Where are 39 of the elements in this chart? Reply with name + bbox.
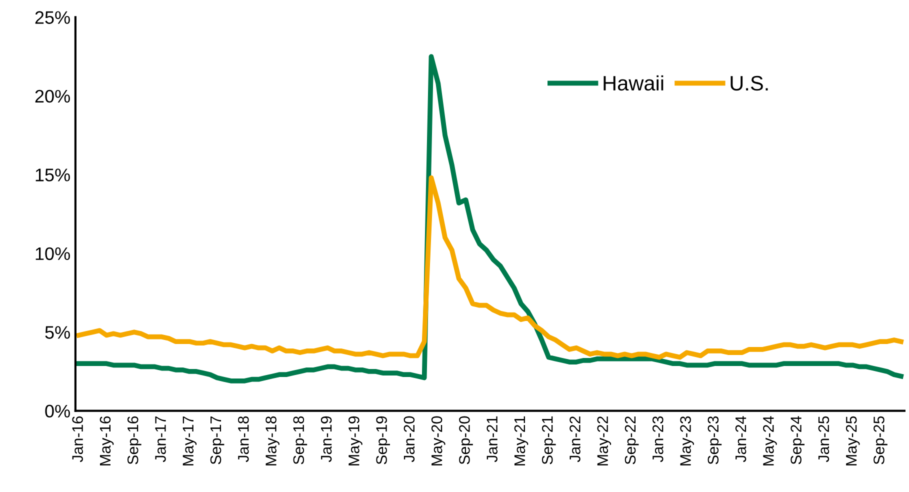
y-tick-label: 15% (36, 168, 70, 182)
y-tick-label: 25% (35, 11, 70, 24)
x-tick-label: May-19 (348, 416, 362, 466)
x-tick-label: May-22 (597, 416, 612, 466)
x-tick-label: Sep-16 (127, 416, 142, 464)
legend-label: Hawaii (604, 75, 664, 91)
x-tick-label: Sep-20 (459, 416, 473, 464)
x-tick-label: Jan-18 (238, 416, 249, 462)
x-tick-label: Sep-21 (542, 416, 556, 464)
y-tick-label: 0% (45, 404, 70, 418)
x-tick-label: May-25 (846, 416, 860, 466)
x-tick-label: Jan-25 (818, 416, 830, 462)
y-tick-label: 20% (35, 90, 70, 103)
x-tick-label: May-21 (514, 416, 528, 466)
legend-label: U.S. (730, 76, 768, 91)
x-tick-label: Jan-20 (404, 416, 415, 462)
y-tick-label: 10% (36, 247, 70, 260)
y-tick-label: 5% (45, 326, 70, 339)
x-tick-label: May-24 (763, 416, 777, 466)
x-tick-label: Sep-23 (708, 416, 722, 464)
x-tick-label: Sep-18 (293, 416, 308, 464)
x-tick-label: May-23 (680, 416, 694, 466)
x-tick-label: May-18 (266, 416, 280, 466)
x-tick-label: Sep-22 (624, 416, 639, 464)
x-tick-label: May-16 (100, 416, 114, 466)
x-tick-label: Jan-17 (155, 416, 166, 462)
x-tick-label: Sep-19 (376, 416, 390, 464)
line-series (76, 175, 904, 360)
x-tick-label: May-20 (431, 416, 446, 466)
x-tick-label: Jan-21 (486, 416, 498, 462)
x-tick-label: Jan-22 (570, 416, 580, 462)
x-tick-label: Sep-25 (874, 416, 888, 464)
x-tick-label: Jan-24 (735, 416, 746, 462)
x-tick-label: Jan-19 (320, 416, 332, 462)
x-tick-label: May-17 (182, 416, 197, 466)
x-tick-label: Jan-16 (72, 416, 83, 462)
x-tick-label: Sep-17 (210, 416, 224, 464)
x-tick-label: Jan-23 (652, 416, 664, 462)
x-tick-label: Sep-24 (790, 416, 804, 464)
